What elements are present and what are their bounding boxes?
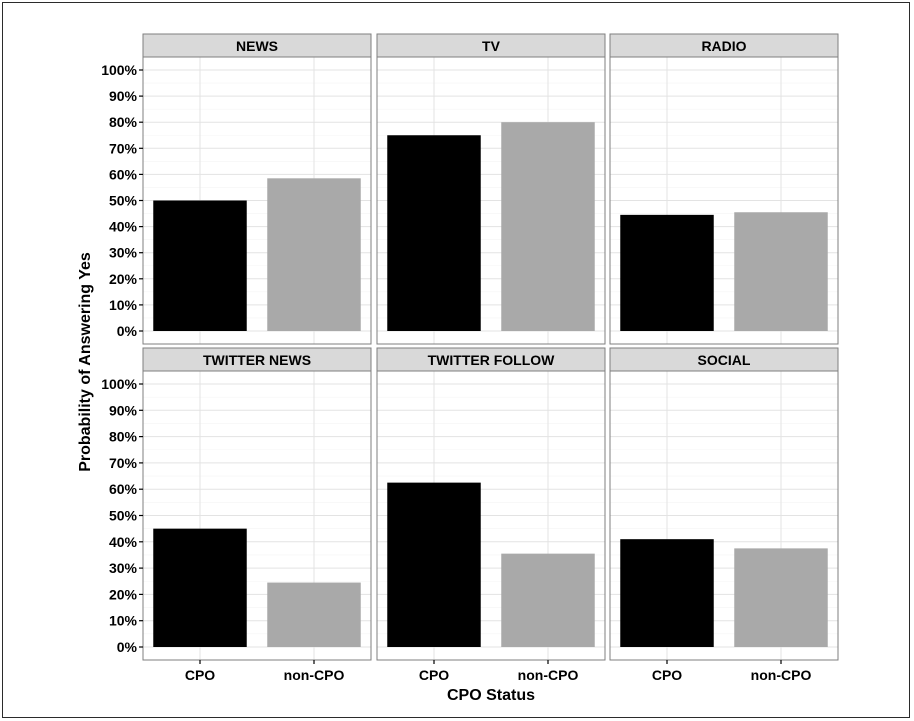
bar-radio-cpo: [620, 214, 714, 331]
bar-twitter-news-non-cpo: [267, 582, 361, 647]
bar-social-cpo: [620, 539, 714, 647]
bar-twitter-news-cpo: [153, 528, 247, 647]
y-tick-label: 30%: [109, 245, 138, 261]
y-tick-label: 20%: [109, 271, 138, 287]
x-tick-label: CPO: [419, 667, 449, 683]
y-tick-label: 30%: [109, 560, 138, 576]
y-axis-title: Probability of Answering Yes: [77, 252, 94, 472]
y-tick-label: 60%: [109, 481, 138, 497]
bar-radio-non-cpo: [734, 212, 828, 331]
bar-twitter-follow-non-cpo: [501, 553, 595, 647]
x-axis-title: CPO Status: [447, 687, 535, 704]
y-tick-label: 10%: [109, 297, 138, 313]
panel-border: [376, 56, 606, 345]
y-tick-label: 0%: [117, 323, 138, 339]
panel-title: TV: [482, 38, 501, 54]
panel-title: RADIO: [701, 38, 746, 54]
y-tick-label: 90%: [109, 88, 138, 104]
y-tick-label: 80%: [109, 429, 138, 445]
bar-tv-cpo: [387, 135, 481, 331]
panel-border: [609, 370, 839, 661]
panel-title: NEWS: [236, 38, 278, 54]
y-tick-label: 60%: [109, 166, 138, 182]
y-tick-label: 50%: [109, 193, 138, 209]
bar-news-non-cpo: [267, 178, 361, 331]
y-tick-label: 10%: [109, 613, 138, 629]
panel-title: TWITTER NEWS: [203, 352, 311, 368]
bar-tv-non-cpo: [501, 122, 595, 331]
bar-news-cpo: [153, 200, 247, 331]
x-tick-label: CPO: [652, 667, 682, 683]
bar-twitter-follow-cpo: [387, 482, 481, 647]
y-tick-label: 40%: [109, 534, 138, 550]
x-tick-label: CPO: [185, 667, 215, 683]
x-tick-label: non-CPO: [518, 667, 579, 683]
y-tick-label: 70%: [109, 455, 138, 471]
y-tick-label: 20%: [109, 586, 138, 602]
y-tick-label: 0%: [117, 639, 138, 655]
y-tick-label: 80%: [109, 114, 138, 130]
x-tick-label: non-CPO: [751, 667, 812, 683]
panel-border: [609, 56, 839, 345]
y-tick-label: 100%: [101, 376, 137, 392]
panel-border: [376, 370, 606, 661]
bar-social-non-cpo: [734, 548, 828, 647]
y-tick-label: 100%: [101, 62, 137, 78]
x-tick-label: non-CPO: [284, 667, 345, 683]
y-tick-label: 70%: [109, 140, 138, 156]
panel-title: TWITTER FOLLOW: [428, 352, 556, 368]
y-tick-label: 90%: [109, 402, 138, 418]
y-tick-label: 40%: [109, 219, 138, 235]
y-tick-label: 50%: [109, 508, 138, 524]
panel-title: SOCIAL: [698, 352, 751, 368]
